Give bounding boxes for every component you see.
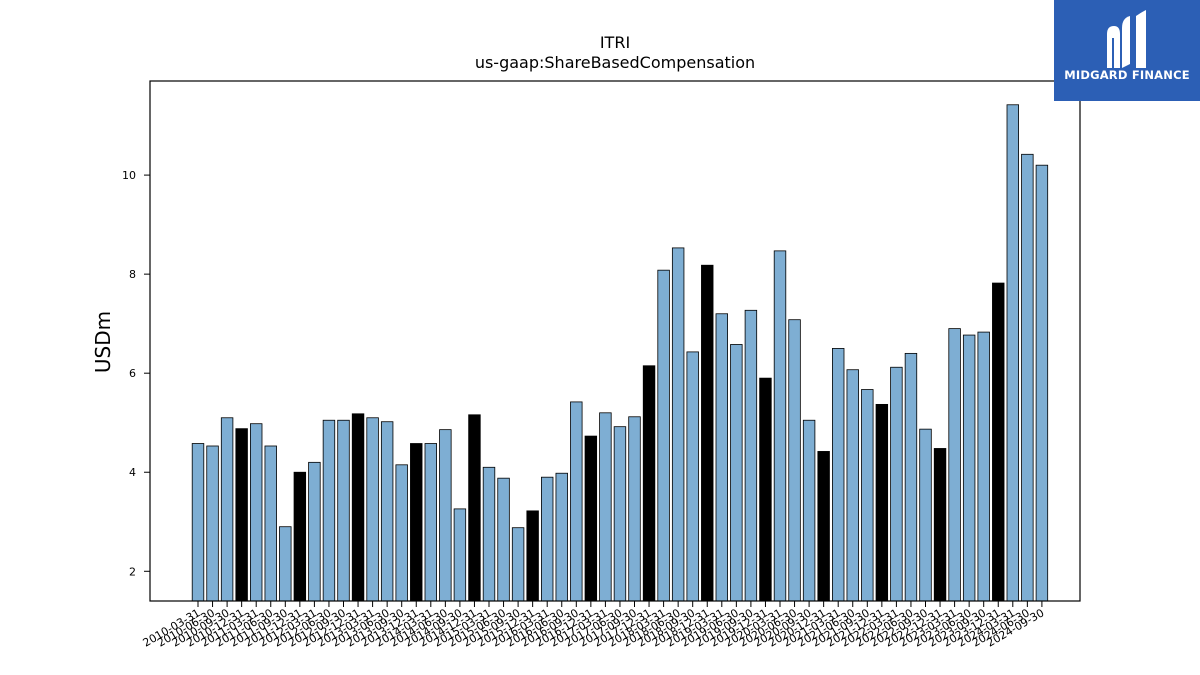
bar-2011-12-31 (293, 471, 307, 602)
bar-2022-09-30 (919, 428, 932, 602)
bar-2016-09-30 (570, 401, 583, 602)
bar-2024-09-30 (1035, 164, 1049, 602)
bar-2021-06-30 (846, 369, 859, 602)
bar-2011-03-31 (249, 423, 263, 602)
bar-2016-12-31 (584, 435, 598, 602)
bar-2014-12-31 (468, 414, 481, 602)
bar-2018-06-30 (671, 247, 685, 602)
bar-2014-03-31 (424, 443, 438, 602)
y-tick-label: 8 (129, 268, 136, 281)
bar-2014-09-30 (453, 508, 467, 602)
bar-2014-06-30 (439, 429, 452, 602)
bar-2012-03-31 (308, 461, 321, 602)
bar-2016-03-31 (541, 476, 554, 602)
y-axis-ticks: 2 4 6 8 10 (122, 169, 150, 578)
bar-2015-12-31 (526, 510, 539, 602)
bar-2020-09-30 (802, 419, 816, 602)
bar-2021-12-31 (875, 403, 889, 602)
bar-2020-03-31 (773, 250, 787, 602)
bar-2010-12-31 (235, 428, 248, 602)
bar-2020-12-31 (817, 451, 830, 602)
y-axis-label: USDm (91, 311, 115, 373)
bar-2012-06-30 (322, 419, 336, 602)
bar-2022-12-31 (933, 448, 947, 602)
bar-2023-09-30 (977, 331, 990, 602)
bar-2023-06-30 (962, 334, 976, 602)
midgard-logo-icon (1107, 10, 1146, 68)
bar-2010-09-30 (220, 417, 234, 602)
y-tick-label: 10 (122, 169, 136, 182)
bar-2016-06-30 (555, 472, 568, 602)
bar-2010-03-31 (191, 443, 205, 602)
bar-2024-03-31 (1006, 104, 1020, 602)
bar-2021-09-30 (861, 389, 874, 602)
bar-2011-09-30 (279, 526, 292, 602)
bar-2018-03-31 (657, 269, 670, 602)
bar-2013-09-30 (395, 464, 408, 602)
bar-2023-03-31 (948, 328, 961, 602)
bar-2013-03-31 (366, 417, 379, 602)
bar-2020-06-30 (788, 319, 801, 602)
bar-2019-12-31 (759, 377, 772, 602)
bar-2015-03-31 (482, 466, 496, 602)
bar-2023-12-31 (992, 282, 1005, 602)
bar-2017-09-30 (628, 416, 641, 602)
bar-2018-09-30 (686, 351, 699, 602)
y-tick-label: 4 (129, 466, 136, 479)
bar-2013-06-30 (380, 421, 394, 602)
bar-2019-06-30 (730, 344, 743, 602)
brand-name: MIDGARD FINANCE (1064, 68, 1190, 82)
brand-logo: MIDGARD FINANCE (1054, 0, 1200, 101)
bar-2021-03-31 (832, 348, 845, 602)
bar-2017-12-31 (642, 365, 656, 602)
bar-2018-12-31 (701, 264, 714, 602)
y-tick-label: 6 (129, 367, 136, 380)
bar-2022-06-30 (904, 352, 918, 602)
bar-2017-03-31 (599, 412, 612, 602)
bar-2017-06-30 (613, 426, 627, 602)
chart-title: ITRI (600, 33, 630, 52)
x-axis-ticks: 2010-03-312010-06-302010-09-302010-12-31… (141, 601, 1046, 650)
bar-2012-09-30 (337, 419, 350, 602)
bar-2011-06-30 (264, 445, 277, 602)
bar-2010-06-30 (206, 445, 219, 602)
chart-subtitle: us-gaap:ShareBasedCompensation (475, 53, 755, 72)
bar-2015-09-30 (511, 527, 525, 602)
bar-2024-06-30 (1021, 153, 1034, 602)
bar-2013-12-31 (410, 443, 423, 602)
bar-2019-09-30 (744, 309, 758, 602)
bar-2019-03-31 (715, 313, 729, 602)
y-tick-label: 2 (129, 565, 136, 578)
bar-2015-06-30 (497, 477, 510, 602)
bar-2022-03-31 (890, 366, 903, 602)
bars (191, 104, 1049, 602)
bar-2012-12-31 (351, 413, 365, 602)
plot-frame (149, 80, 1081, 602)
